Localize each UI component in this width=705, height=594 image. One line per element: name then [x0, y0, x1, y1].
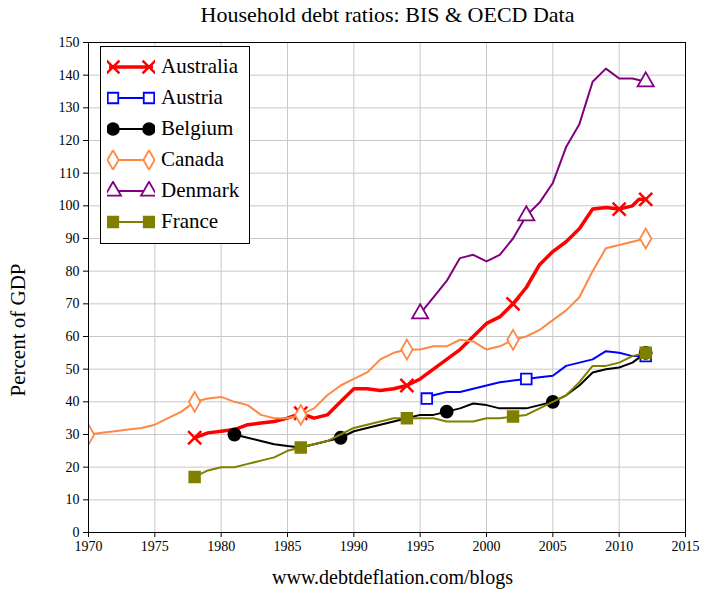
html-text:Household debt ratios: BIS & O: Household debt ratios: BIS & OECD Data	[200, 2, 575, 27]
html-text:Percent of GDP: Percent of GDP	[5, 263, 30, 397]
svg-text:1985: 1985	[274, 539, 302, 554]
html-text:Austria: Austria	[161, 85, 223, 109]
svg-text:2005: 2005	[539, 539, 567, 554]
html-text:Australia: Australia	[161, 54, 238, 78]
svg-text:50: 50	[66, 362, 80, 377]
svg-text:140: 140	[59, 68, 80, 83]
svg-text:1990: 1990	[340, 539, 368, 554]
svg-text:1980: 1980	[207, 539, 235, 554]
svg-text:30: 30	[66, 427, 80, 442]
html-text:Belgium: Belgium	[161, 116, 234, 140]
html-text:Canada: Canada	[161, 147, 224, 171]
svg-text:130: 130	[59, 100, 80, 115]
svg-text:1995: 1995	[406, 539, 434, 554]
svg-text:2000: 2000	[473, 539, 501, 554]
svg-text:110: 110	[59, 166, 79, 181]
html-text:France: France	[161, 209, 219, 233]
html-text:www.debtdeflation.com/blogs: www.debtdeflation.com/blogs	[272, 566, 513, 588]
svg-text:80: 80	[66, 264, 80, 279]
svg-text:0: 0	[73, 525, 80, 540]
svg-text:70: 70	[66, 296, 80, 311]
svg-text:10: 10	[66, 492, 80, 507]
svg-text:150: 150	[59, 35, 80, 50]
svg-text:120: 120	[59, 133, 80, 148]
svg-text:2010: 2010	[605, 539, 633, 554]
svg-text:1975: 1975	[141, 539, 169, 554]
svg-text:2015: 2015	[672, 539, 700, 554]
svg-text:40: 40	[66, 394, 80, 409]
svg-text:20: 20	[66, 460, 80, 475]
svg-text:100: 100	[59, 198, 80, 213]
svg-text:90: 90	[66, 231, 80, 246]
html-text:Denmark: Denmark	[161, 178, 240, 202]
svg-text:60: 60	[66, 329, 80, 344]
svg-text:1970: 1970	[75, 539, 103, 554]
